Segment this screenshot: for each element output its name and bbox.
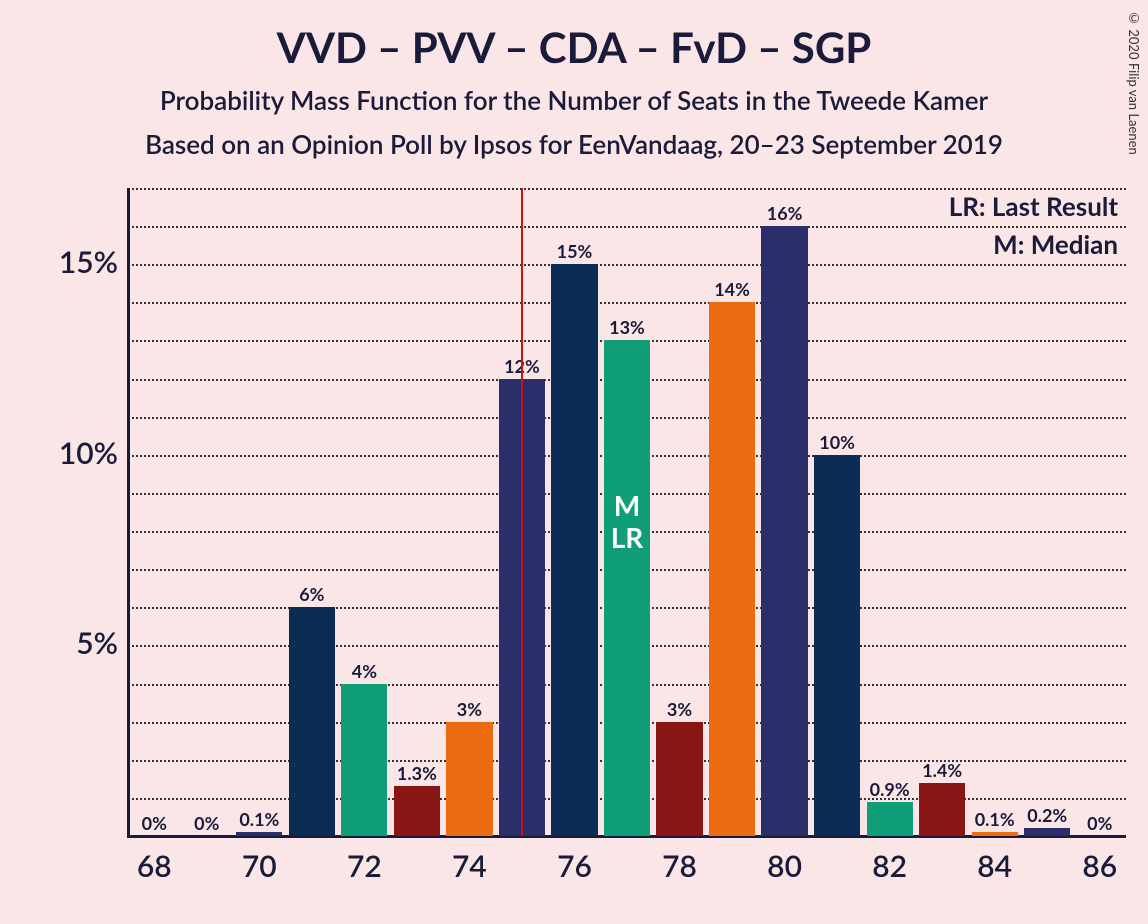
x-tick-label: 82 bbox=[872, 848, 907, 884]
x-tick-label: 78 bbox=[662, 848, 697, 884]
bar-value-label: 16% bbox=[767, 202, 803, 224]
chart-subtitle-1: Probability Mass Function for the Number… bbox=[0, 84, 1148, 116]
x-tick-label: 76 bbox=[557, 848, 592, 884]
y-tick-label: 10% bbox=[38, 435, 118, 471]
chart-title: VVD – PVV – CDA – FvD – SGP bbox=[0, 22, 1148, 72]
bar-value-label: 10% bbox=[819, 431, 855, 453]
x-tick-label: 72 bbox=[347, 848, 382, 884]
bar bbox=[289, 607, 335, 836]
x-tick-label: 74 bbox=[452, 848, 487, 884]
bar bbox=[867, 802, 913, 836]
bar bbox=[656, 722, 702, 836]
bar-value-label: 0.1% bbox=[239, 808, 279, 830]
plot-area: 5%10%15%687072747678808284860%0%0.1%6%4%… bbox=[128, 188, 1126, 836]
bar-value-label: 1.3% bbox=[397, 762, 437, 784]
bar-value-label: 0.9% bbox=[870, 778, 910, 800]
x-tick-label: 80 bbox=[767, 848, 802, 884]
chart-container: © 2020 Filip van Laenen VVD – PVV – CDA … bbox=[0, 0, 1148, 924]
bar bbox=[709, 302, 755, 836]
x-tick-label: 68 bbox=[137, 848, 172, 884]
bar bbox=[919, 783, 965, 836]
bar-value-label: 15% bbox=[557, 240, 593, 262]
bar bbox=[341, 684, 387, 836]
bar bbox=[446, 722, 492, 836]
x-tick-label: 70 bbox=[242, 848, 277, 884]
bar bbox=[394, 786, 440, 836]
bar-value-label: 0% bbox=[194, 812, 219, 834]
median-marker: MLR bbox=[611, 489, 644, 553]
grid-line bbox=[128, 226, 1126, 228]
bar-value-label: 3% bbox=[667, 698, 692, 720]
bar-value-label: 4% bbox=[352, 660, 377, 682]
bar-value-label: 3% bbox=[457, 698, 482, 720]
grid-line bbox=[128, 302, 1126, 304]
bar bbox=[972, 832, 1018, 836]
bar-value-label: 1.4% bbox=[922, 759, 962, 781]
bar-value-label: 0.1% bbox=[975, 808, 1015, 830]
grid-line bbox=[128, 264, 1126, 266]
y-tick-label: 15% bbox=[38, 244, 118, 280]
bar-value-label: 13% bbox=[609, 316, 645, 338]
bar bbox=[814, 455, 860, 836]
bar-value-label: 0% bbox=[1087, 812, 1112, 834]
bar bbox=[1024, 828, 1070, 836]
bar bbox=[236, 832, 282, 836]
bar-value-label: 14% bbox=[714, 278, 750, 300]
grid-line bbox=[128, 188, 1126, 190]
bar-value-label: 0% bbox=[142, 812, 167, 834]
bar bbox=[761, 226, 807, 836]
y-tick-label: 5% bbox=[38, 625, 118, 661]
chart-subtitle-2: Based on an Opinion Poll by Ipsos for Ee… bbox=[0, 128, 1148, 160]
y-axis bbox=[127, 188, 130, 836]
bar bbox=[551, 264, 597, 836]
bar bbox=[604, 340, 650, 836]
median-line bbox=[521, 188, 523, 836]
x-tick-label: 86 bbox=[1082, 848, 1117, 884]
x-tick-label: 84 bbox=[977, 848, 1012, 884]
bar-value-label: 0.2% bbox=[1027, 804, 1067, 826]
bar-value-label: 6% bbox=[299, 583, 324, 605]
